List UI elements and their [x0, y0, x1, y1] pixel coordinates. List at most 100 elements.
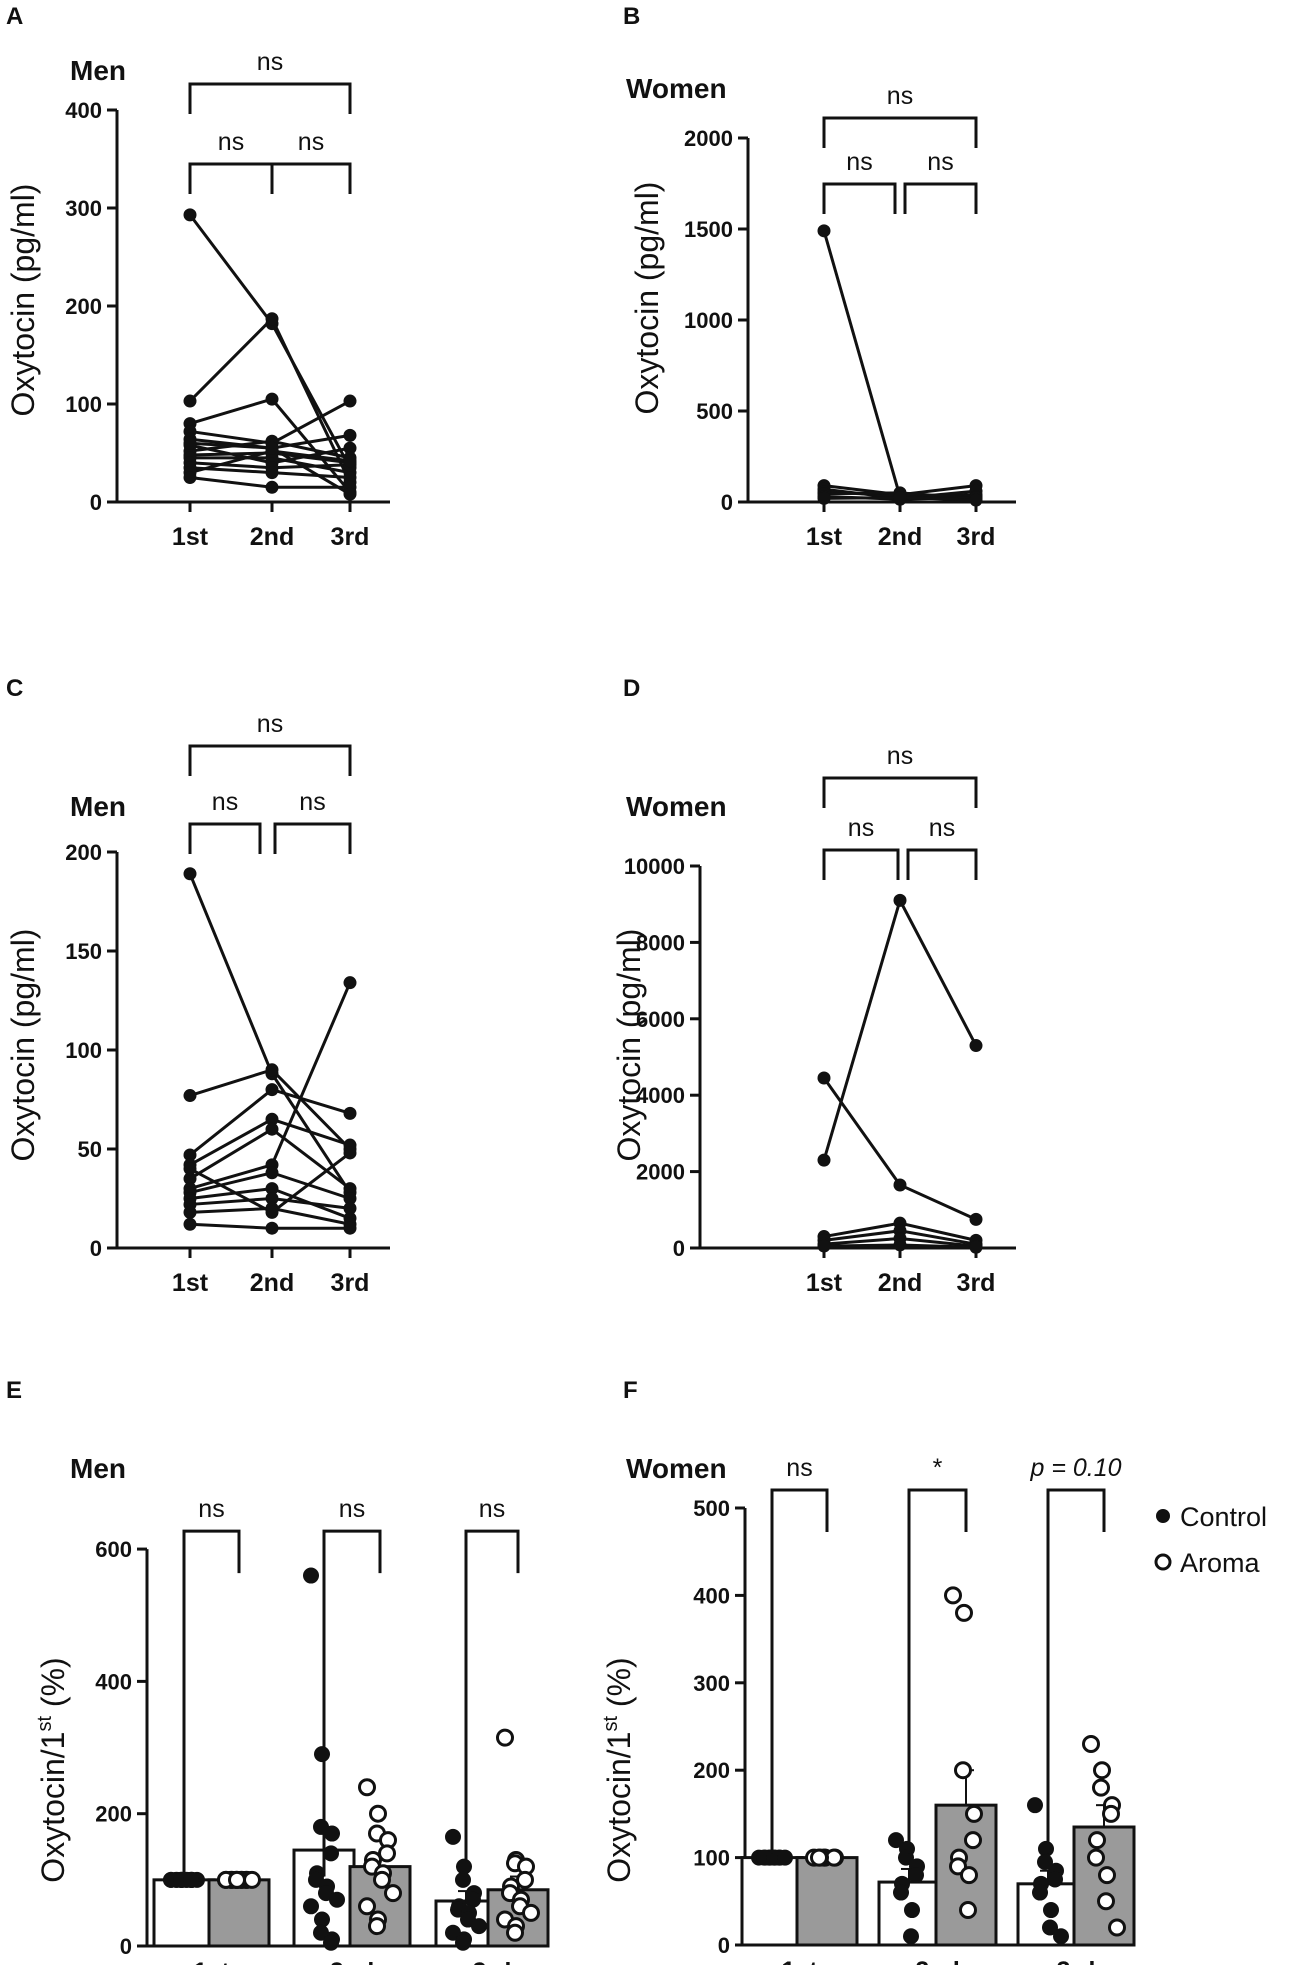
data-point: [969, 1039, 983, 1053]
y-tick-label: 0: [718, 1933, 730, 1958]
data-point-aroma: [516, 1870, 534, 1889]
data-point-aroma: [965, 1804, 983, 1823]
data-point-aroma: [373, 1870, 391, 1889]
x-tick-label: 3rd: [957, 523, 996, 551]
data-point-control: [766, 1849, 782, 1866]
x-tick-label: 3rd: [331, 1269, 370, 1297]
plot-area: 0 100 200 300 400 1st 2nd 3rd ns ns ns: [65, 48, 390, 551]
data-point-aroma: [228, 1870, 246, 1889]
y-tick-label: 4000: [636, 1083, 685, 1108]
data-point-aroma: [1108, 1918, 1126, 1937]
data-point-control: [1027, 1797, 1043, 1814]
data-point: [893, 1238, 907, 1252]
data-point: [183, 471, 197, 484]
y-tick-label: 10000: [624, 854, 685, 879]
y-tick-label: 0: [673, 1236, 685, 1261]
y-tick-label: 2000: [636, 1160, 685, 1185]
data-point: [265, 1063, 279, 1077]
x-tick-label: 2nd: [330, 1958, 374, 1965]
data-point: [893, 893, 907, 907]
panel-letter: C: [6, 675, 23, 702]
data-point: [183, 1172, 197, 1186]
significance-label: ns: [299, 788, 325, 816]
data-point: [817, 224, 831, 238]
data-point: [265, 466, 279, 480]
data-point-control: [323, 1845, 339, 1862]
plot-area: 0 2000 4000 6000 8000 10000 1st 2nd 3rd ns ns ns: [624, 742, 1016, 1297]
significance-bracket: [182, 1529, 241, 1877]
data-point: [343, 428, 357, 442]
y-axis-label-main: Oxytocin/1: [35, 1732, 71, 1883]
data-point-aroma: [810, 1848, 828, 1867]
series-line: [822, 230, 977, 499]
data-point: [343, 1221, 357, 1235]
significance-label: ns: [298, 128, 324, 156]
data-point: [265, 1112, 279, 1126]
data-point-control: [303, 1567, 319, 1584]
data-point: [343, 487, 357, 501]
significance-bracket: [906, 848, 978, 880]
data-point-control: [314, 1746, 330, 1763]
y-axis-label: Oxytocin (pg/ml): [629, 182, 665, 415]
data-point-control: [1047, 1871, 1063, 1888]
significance-label: ns: [929, 814, 955, 842]
data-point: [265, 480, 279, 494]
data-point-aroma: [506, 1923, 524, 1942]
x-tick-label: 1st: [806, 1269, 843, 1297]
data-point-control: [1053, 1928, 1069, 1945]
data-point-aroma: [358, 1778, 376, 1797]
data-point: [969, 1240, 983, 1254]
data-point: [817, 1239, 831, 1253]
data-point-aroma: [1087, 1848, 1105, 1867]
data-point-aroma: [1092, 1778, 1110, 1797]
plot-area: 0 200 400 600 1st 2nd 3rd ns ns ns: [95, 1495, 550, 1965]
y-axis-label: Oxytocin (pg/ml): [611, 929, 647, 1162]
data-point-control: [303, 1898, 319, 1915]
data-point-control: [465, 1891, 481, 1908]
data-point: [265, 312, 279, 326]
data-point: [343, 1192, 357, 1205]
x-tick-label: 1st: [781, 1957, 818, 1965]
data-point-control: [329, 1891, 345, 1908]
data-point: [265, 1205, 279, 1219]
legend-control-marker: [1156, 1509, 1170, 1523]
group-label: Women: [626, 791, 727, 822]
x-tick-label: 1st: [806, 523, 843, 551]
data-point: [183, 436, 197, 450]
x-tick-label: 2nd: [878, 1269, 922, 1297]
series-line: [188, 873, 352, 1194]
data-point: [969, 493, 983, 507]
significance-bracket: [822, 116, 978, 148]
data-point: [817, 1071, 831, 1085]
legend-control-label: Control: [1180, 1502, 1267, 1532]
data-point: [265, 1083, 279, 1097]
data-point: [969, 1212, 983, 1226]
data-point-control: [898, 1849, 914, 1866]
legend-aroma-marker: [1154, 1553, 1172, 1571]
data-point-control: [1032, 1884, 1048, 1901]
y-tick-label: 500: [693, 1496, 730, 1521]
data-point: [265, 1192, 279, 1205]
data-point: [265, 1166, 279, 1180]
panel-c: C Men Oxytocin (pg/ml) 0 50 100 150 200 1st 2n…: [5, 675, 390, 1297]
group-label: Women: [626, 73, 727, 104]
data-point: [265, 392, 279, 406]
significance-label: *: [933, 1454, 943, 1482]
data-point-control: [888, 1832, 904, 1849]
y-tick-label: 100: [65, 1038, 102, 1063]
panel-letter: E: [6, 1377, 22, 1404]
panel-e: E Men Oxytocin/1st (%) 0 200 400 600 1st 2nd 3…: [6, 1377, 550, 1965]
x-tick-label: 2nd: [250, 523, 294, 551]
data-point-aroma: [358, 1897, 376, 1916]
panel-letter: D: [623, 675, 640, 702]
y-tick-label: 1000: [684, 308, 733, 333]
data-point-control: [183, 1871, 199, 1888]
significance-label: ns: [218, 128, 244, 156]
y-tick-label: 200: [693, 1758, 730, 1783]
y-tick-label: 0: [90, 490, 102, 515]
y-tick-label: 0: [721, 490, 733, 515]
data-point-aroma: [955, 1603, 973, 1622]
y-tick-label: 400: [95, 1669, 132, 1694]
data-point-aroma: [368, 1917, 386, 1936]
data-point-aroma: [944, 1586, 962, 1605]
